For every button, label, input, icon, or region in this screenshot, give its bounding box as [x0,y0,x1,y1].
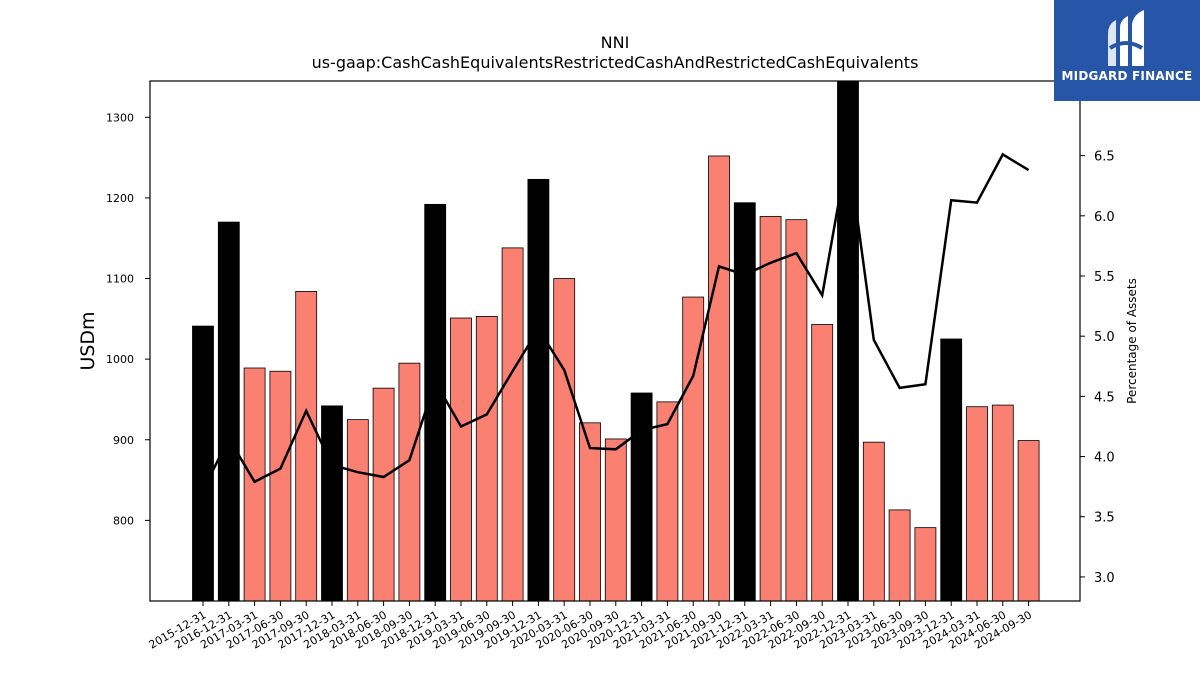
y2-tick-label: 5.5 [1094,270,1115,285]
bar-2024-06-30 [991,404,1014,602]
midgard-logo-icon [1108,10,1144,66]
bar-2021-09-30 [708,155,730,602]
y-tick-label: 1300 [106,111,134,124]
plot-frame [149,80,1081,602]
y-tick-label: 1100 [106,273,134,286]
y-tick-label: 800 [113,514,134,527]
bar-2019-03-31 [450,317,472,602]
bar-2022-03-31 [759,216,782,602]
y2-axis-label: Percentage of Assets [1125,278,1139,404]
y2-tick-label: 5.0 [1094,330,1115,345]
bar-2023-09-30 [914,527,937,602]
bar-2016-12-31 [217,221,240,602]
bar-2022-09-30 [811,324,834,602]
y2-tick-label: 4.0 [1094,451,1115,466]
y-tick-label: 1200 [106,192,134,205]
bar-2017-03-31 [243,367,266,602]
bar-2020-09-30 [604,438,627,602]
bar-2024-09-30 [1017,440,1040,602]
bar-2023-03-31 [862,441,885,602]
bar-2021-03-31 [656,401,679,602]
bar-2022-06-30 [785,219,808,602]
bar-2020-03-31 [553,278,576,602]
y2-tick-label: 6.0 [1094,210,1115,225]
y2-tick-label: 3.5 [1094,511,1115,526]
bar-2017-09-30 [295,291,318,602]
chart-title: NNI [601,33,630,52]
line-layer [201,149,1030,491]
y-tick-label: 1000 [106,353,134,366]
brand-logo: MIDGARD FINANCE [1054,0,1200,101]
y-tick-label: 900 [113,434,134,447]
bar-2023-06-30 [888,509,911,602]
bar-2021-12-31 [733,202,756,602]
bar-2018-09-30 [398,362,421,602]
brand-logo-text: MIDGARD FINANCE [1061,69,1193,83]
bar-2022-12-31 [837,80,859,602]
chart-subtitle: us-gaap:CashCashEquivalentsRestrictedCas… [312,53,919,72]
y2-tick-label: 3.0 [1094,571,1115,586]
bar-2018-03-31 [346,419,369,602]
y-axis-right: 3.0 3.5 4.0 4.5 5.0 5.5 6.0 6.5 [1080,150,1115,586]
bars-layer [192,80,1040,602]
bar-2019-06-30 [475,316,498,602]
pct-assets-line [201,149,1030,491]
bar-2023-12-31 [940,338,963,602]
bar-2018-06-30 [372,387,395,602]
bar-2020-12-31 [630,392,653,602]
bar-2019-09-30 [501,247,524,602]
bar-2015-12-31 [192,325,214,602]
bar-2017-12-31 [321,405,343,602]
bar-2019-12-31 [527,178,550,602]
y-axis-label: USDm [77,311,99,370]
x-axis: 2015-12-312016-12-312017-03-312017-06-30… [147,601,1034,652]
y2-tick-label: 6.5 [1094,150,1115,165]
y-axis-left: 800 900 1000 1100 1200 1300 [106,111,150,527]
bar-2024-03-31 [966,406,988,602]
bar-2017-06-30 [269,370,292,602]
y2-tick-label: 4.5 [1094,390,1115,405]
